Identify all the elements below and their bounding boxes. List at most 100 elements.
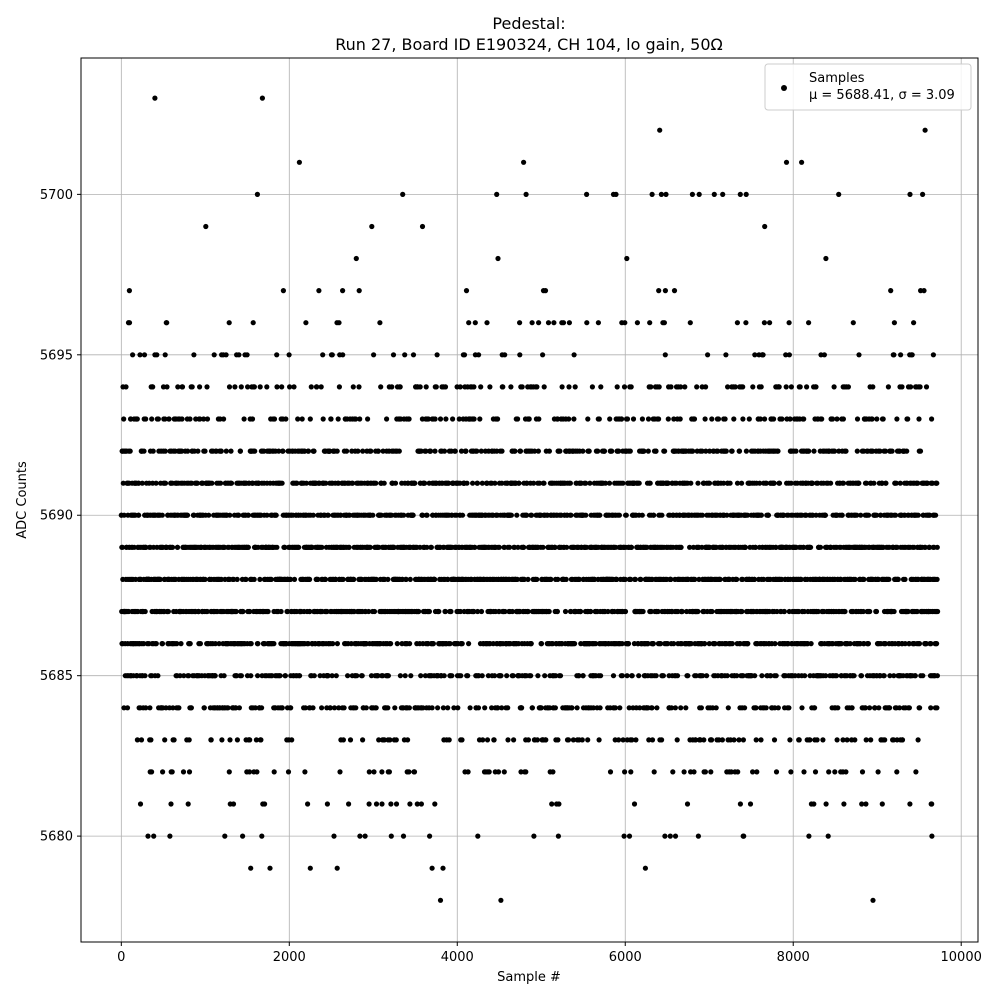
sample-point (502, 352, 508, 358)
sample-point (525, 737, 532, 743)
outlier-point (711, 191, 717, 197)
sample-point (636, 673, 642, 679)
sample-point (888, 288, 894, 294)
sample-point (356, 288, 362, 294)
sample-point (723, 448, 729, 454)
sample-point (410, 512, 416, 518)
sample-point (646, 737, 652, 743)
sample-point (702, 641, 708, 647)
sample-point (218, 576, 224, 583)
sample-point (346, 801, 352, 807)
sample-point (390, 352, 397, 358)
sample-point (703, 384, 709, 390)
sample-point (596, 416, 602, 422)
sample-point (545, 320, 552, 326)
sample-point (704, 673, 710, 679)
sample-point (257, 576, 263, 583)
sample-point (418, 673, 424, 679)
sample-point (672, 705, 679, 711)
sample-point (465, 673, 471, 679)
sample-point (619, 641, 625, 647)
sample-point (531, 833, 537, 839)
sample-point (418, 448, 424, 454)
sample-point (562, 608, 569, 615)
sample-point (319, 544, 325, 550)
sample-point (620, 737, 626, 743)
sample-point (305, 448, 312, 454)
sample-point (181, 673, 187, 679)
sample-point (595, 320, 602, 326)
sample-point (552, 544, 558, 550)
outlier-point (658, 191, 665, 197)
sample-point (614, 576, 620, 583)
sample-point (258, 737, 264, 743)
sample-point (141, 448, 147, 454)
sample-point (566, 384, 572, 390)
sample-point (315, 576, 321, 583)
sample-point (614, 384, 620, 390)
sample-point (255, 641, 261, 647)
sample-point (651, 769, 657, 775)
sample-point (895, 576, 901, 583)
sample-point (856, 480, 862, 486)
sample-point (579, 737, 585, 743)
sample-point (574, 705, 580, 711)
sample-point (424, 544, 430, 550)
sample-point (142, 673, 148, 679)
sample-point (459, 641, 465, 647)
sample-point (320, 416, 326, 422)
sample-point (514, 576, 520, 583)
sample-point (500, 384, 506, 390)
sample-point (612, 705, 619, 711)
sample-point (662, 352, 668, 358)
sample-point (127, 448, 133, 454)
sample-point (475, 608, 481, 615)
sample-point (393, 801, 400, 807)
sample-point (806, 320, 812, 326)
sample-point (477, 416, 483, 422)
sample-point (185, 801, 191, 807)
sample-point (565, 737, 572, 743)
sample-point (786, 352, 793, 358)
sample-point (236, 352, 242, 358)
sample-point (662, 833, 668, 839)
sample-point (330, 641, 336, 647)
outlier-point (649, 191, 655, 197)
sample-point (899, 737, 906, 743)
sample-point (528, 673, 534, 679)
sample-point (368, 448, 374, 454)
sample-point (153, 480, 159, 486)
sample-point (540, 544, 546, 550)
sample-point (746, 416, 752, 422)
sample-point (616, 512, 623, 518)
sample-point (703, 448, 709, 454)
sample-point (662, 288, 669, 294)
sample-point (696, 576, 702, 583)
sample-point (228, 448, 234, 454)
sample-point (534, 737, 541, 743)
outlier-point (743, 191, 749, 197)
sample-point (894, 416, 900, 422)
sample-point (307, 416, 313, 422)
sample-point (601, 448, 608, 454)
sample-point (880, 416, 886, 422)
sample-point (357, 833, 363, 839)
sample-point (683, 705, 689, 711)
sample-point (510, 737, 517, 743)
sample-point (916, 641, 923, 647)
sample-point (441, 673, 447, 679)
outlier-point (248, 865, 254, 871)
sample-point (279, 705, 285, 711)
sample-point (835, 705, 841, 711)
sample-point (687, 320, 693, 326)
sample-point (519, 384, 525, 390)
sample-point (162, 352, 168, 358)
sample-point (779, 416, 785, 422)
sample-point (257, 384, 263, 390)
sample-point (699, 448, 705, 454)
sample-point (121, 512, 127, 518)
sample-point (437, 416, 444, 422)
sample-point (126, 320, 133, 326)
sample-point (905, 416, 911, 422)
sample-point (359, 673, 365, 679)
